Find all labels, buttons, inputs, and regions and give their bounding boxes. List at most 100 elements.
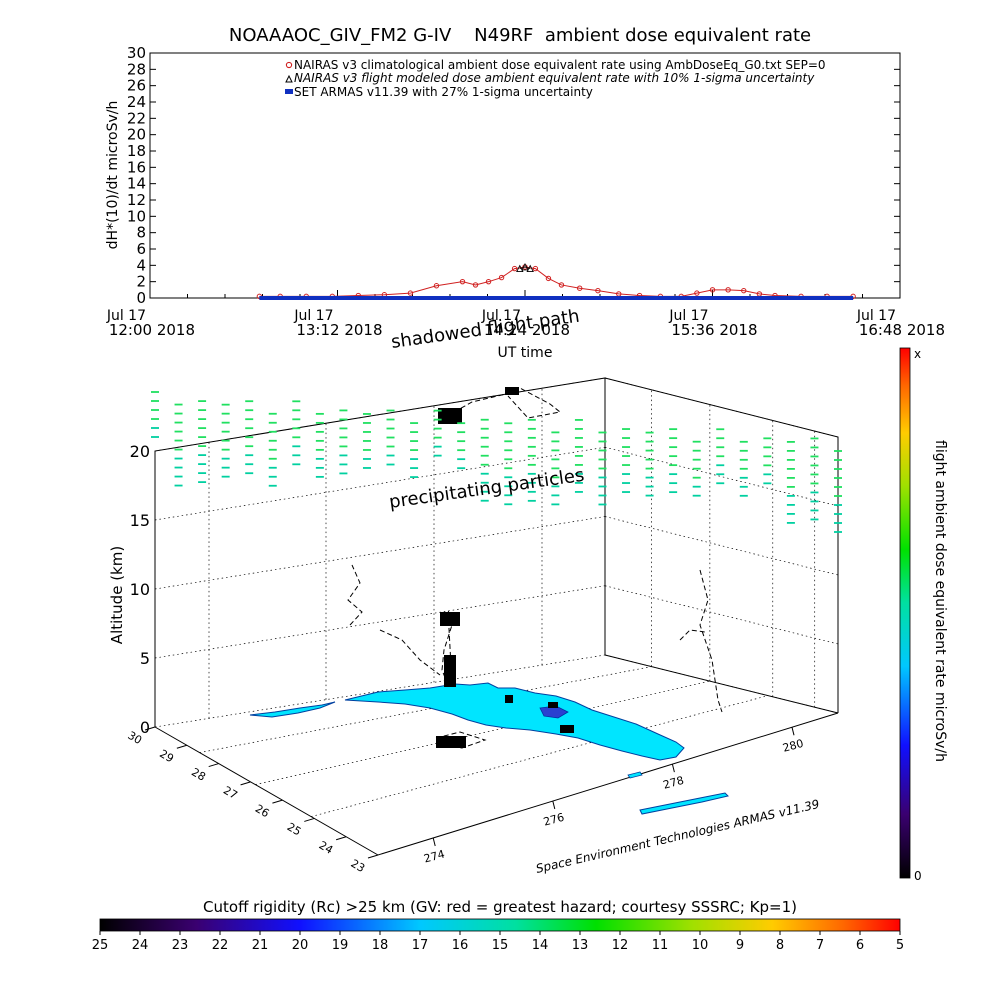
colorbar-tick-label: 21 [252, 938, 269, 953]
colorbar-top-label: x [914, 347, 921, 361]
altitude-gridline-side [604, 585, 839, 645]
y-tick-label: 12 [127, 191, 146, 209]
latitude-tick-label: 25 [285, 820, 304, 838]
y-tick-label: 2 [136, 273, 146, 291]
altitude-gridline [154, 516, 606, 590]
altitude-3d-panel: shadowed flight path precipitating parti… [108, 306, 842, 876]
longitude-tick-label: 278 [662, 774, 686, 792]
altitude-gridline [154, 585, 606, 659]
y-tick-label: 30 [127, 44, 146, 62]
colorbar-title: flight ambient dose equivalent rate micr… [932, 440, 948, 762]
legend-marker-square [285, 89, 293, 94]
altitude-tick-label: 5 [140, 649, 150, 668]
colorbar-title: Cutoff rigidity (Rc) >25 km (GV: red = g… [203, 898, 797, 916]
panhandle-coast [249, 701, 336, 718]
colorbar-tick-label: 8 [776, 938, 784, 953]
floor-gridline [255, 680, 710, 785]
altitude-gridline-side [604, 516, 839, 576]
legend-label: SET ARMAS v11.39 with 27% 1-sigma uncert… [294, 85, 593, 99]
y-tick-label: 22 [127, 109, 146, 127]
legend-marker-triangle [285, 74, 293, 83]
colorbar-tick-label: 11 [652, 938, 669, 953]
legend-label: NAIRAS v3 flight modeled dose ambient eq… [294, 71, 815, 85]
colorbar-gradient [899, 347, 911, 879]
data-point-circle [511, 265, 518, 272]
colorbar-tick-label: 25 [92, 938, 109, 953]
x-tick-label-line2: 14:24 2018 [484, 321, 570, 339]
colorbar-bottom-label: 0 [914, 869, 922, 883]
colorbar-tick-label: 22 [212, 938, 229, 953]
longitude-tick-mark [432, 837, 436, 847]
data-point-triangle [516, 264, 524, 273]
colorbar-tick-label: 10 [692, 938, 709, 953]
x-tick-label-line1: Jul 17 [293, 308, 333, 324]
cutoff-rigidity-colorbar: Cutoff rigidity (Rc) >25 km (GV: red = g… [92, 898, 904, 953]
altitude-tick-label: 0 [140, 718, 150, 737]
x-tick-label-line2: 16:48 2018 [859, 321, 945, 339]
precipitating-particles-markers [151, 391, 842, 533]
altitude-tick-label: 15 [130, 511, 150, 530]
series-layer [256, 262, 856, 300]
legend-label: NAIRAS v3 climatological ambient dose eq… [294, 58, 826, 72]
latitude-tick-label: 26 [253, 802, 272, 820]
colorbar-tick-label: 6 [856, 938, 864, 953]
latitude-tick-mark [144, 726, 156, 731]
latitude-tick-mark [272, 799, 283, 804]
colorbar-ticks: 25 24 23 22 21 20 19 18 17 16 15 14 13 12 11 10 9 8 7 6 5 [92, 931, 904, 953]
x-tick-label-line1: Jul 17 [481, 308, 521, 324]
y-tick-label: 26 [127, 77, 146, 95]
latitude-tick-label: 27 [221, 784, 240, 802]
colorbar-tick-label: 17 [412, 938, 429, 953]
data-point-circle [407, 290, 414, 296]
altitude-tick-label: 10 [130, 580, 150, 599]
florida-map [249, 682, 729, 815]
longitude-tick-label: 280 [781, 737, 805, 755]
florida-peninsula [344, 682, 685, 761]
x-tick-label-line1: Jul 17 [856, 308, 896, 324]
data-point-circle [595, 287, 601, 294]
longitude-tick-mark [791, 727, 795, 736]
longitude-tick-label: 276 [542, 811, 566, 829]
y-tick-label: 14 [127, 175, 146, 193]
legend: NAIRAS v3 climatological ambient dose eq… [285, 58, 826, 99]
annotation-precipitating-particles: precipitating particles [388, 465, 586, 513]
colorbar-tick-label: 24 [132, 938, 149, 953]
latitude-tick-label: 23 [348, 857, 367, 875]
data-point-circle [459, 278, 466, 285]
series-line-nairas-flight [519, 266, 531, 269]
latitude-axis-ticks: 30 29 28 27 26 25 24 23 [125, 726, 379, 875]
x-tick-label-line1: Jul 17 [668, 308, 708, 324]
colorbar-tick-label: 12 [612, 938, 629, 953]
data-point-circle [576, 285, 583, 291]
y-axis-label: dH*(10)/dt microSv/h [105, 101, 121, 250]
latitude-tick-mark [335, 836, 347, 841]
data-point-circle [433, 283, 440, 289]
y-tick-label: 4 [136, 256, 146, 274]
y-tick-label: 0 [136, 289, 146, 307]
floor-gridline [199, 666, 652, 753]
x-axis-label: UT time [498, 345, 553, 361]
keys-fragment [627, 771, 643, 779]
y-tick-label: 28 [127, 60, 146, 78]
colorbar-tick-label: 5 [896, 938, 904, 953]
data-point-circle [532, 265, 539, 272]
altitude-axis-ticks: 0 5 10 15 20 [130, 442, 150, 737]
y-tick-label: 8 [136, 224, 146, 242]
colorbar-tick-label: 7 [816, 938, 824, 953]
x-tick-label-line1: Jul 17 [106, 308, 146, 324]
colorbar-tick-label: 19 [332, 938, 349, 953]
data-point-circle [709, 287, 716, 293]
y-tick-label: 18 [127, 142, 146, 160]
x-tick-label-line2: 12:00 2018 [109, 321, 195, 339]
altitude-axis-label: Altitude (km) [108, 546, 126, 644]
y-tick-label: 10 [127, 207, 146, 225]
credit-text: Space Environment Technologies ARMAS v11… [535, 797, 821, 876]
legend-entry-nairas-flight: NAIRAS v3 flight modeled dose ambient eq… [285, 71, 815, 85]
colorbar-tick-label: 13 [572, 938, 589, 953]
colorbar-tick-label: 15 [492, 938, 509, 953]
legend-entry-nairas-climatological: NAIRAS v3 climatological ambient dose eq… [285, 58, 826, 72]
latitude-tick-label: 29 [157, 747, 176, 765]
latitude-tick-label: 30 [125, 729, 144, 747]
